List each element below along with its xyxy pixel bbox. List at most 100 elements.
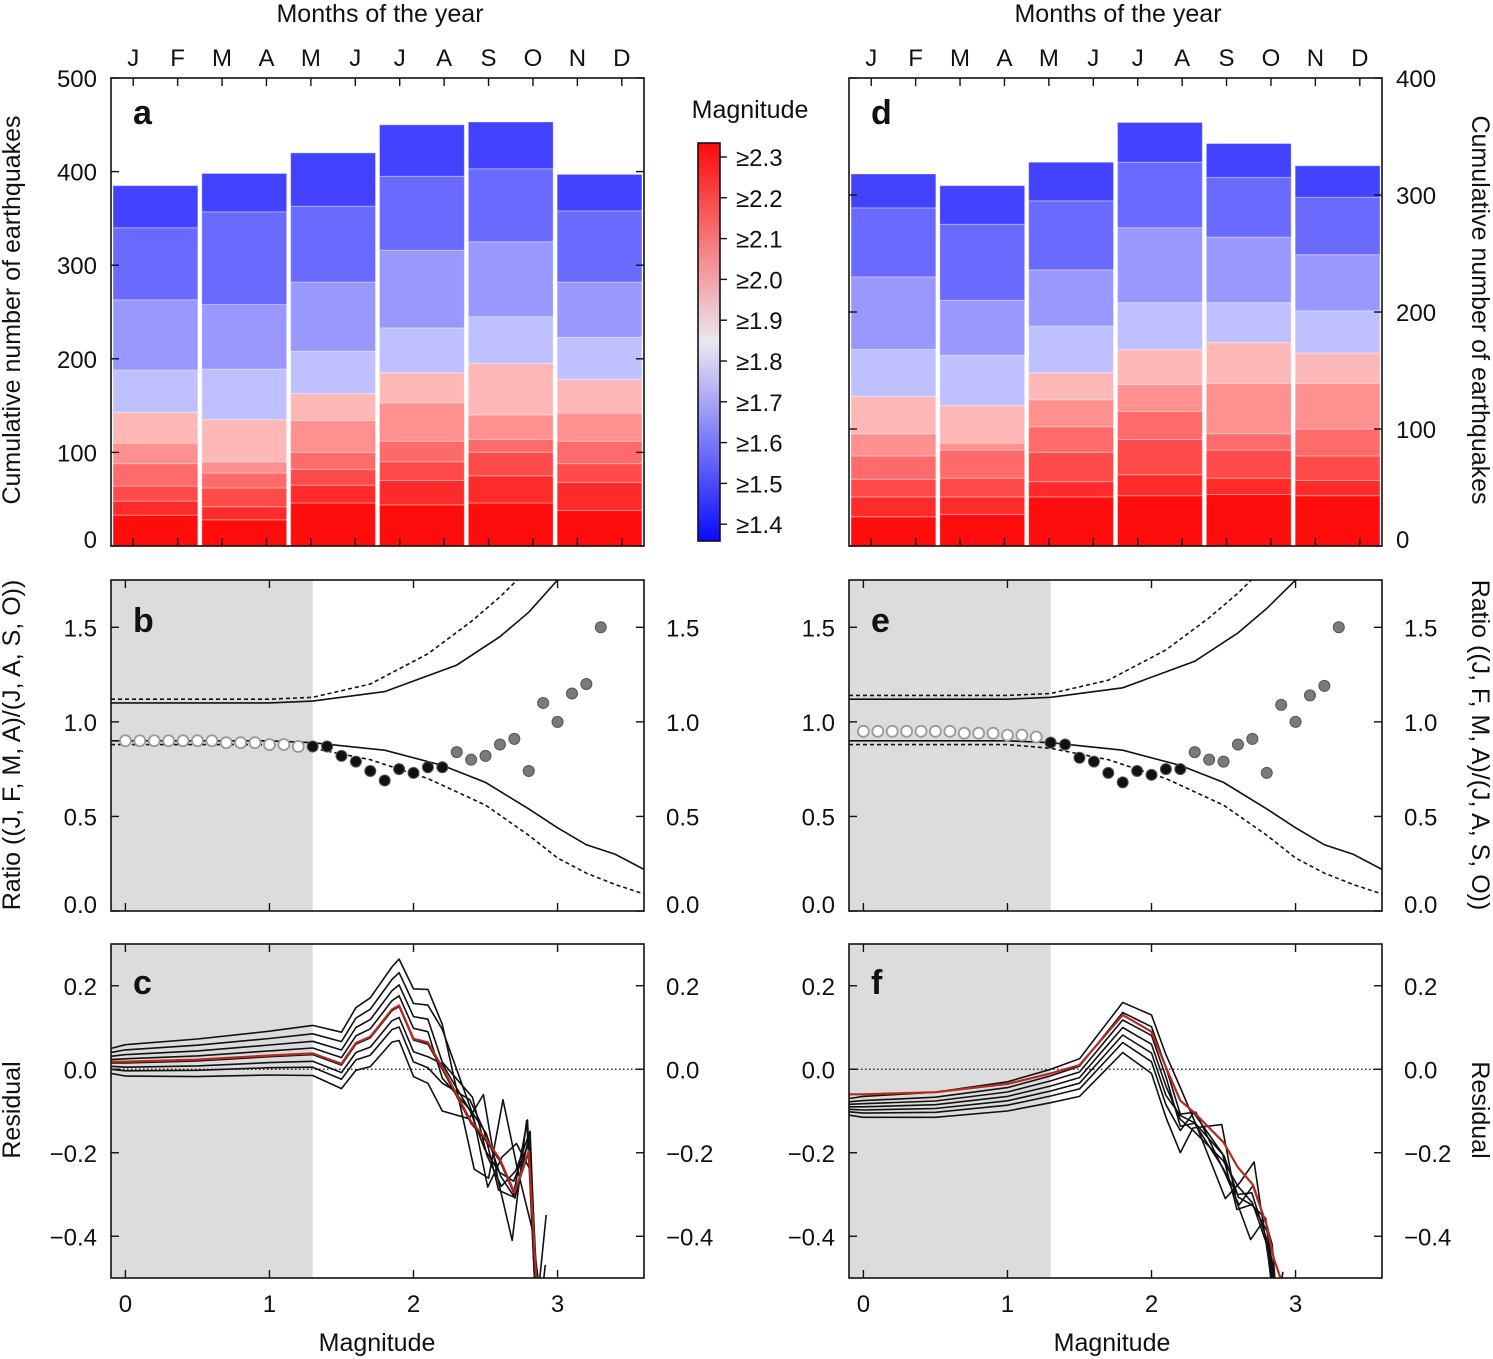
axes-frame xyxy=(110,579,645,912)
bar-segment xyxy=(201,172,288,213)
bar-segment xyxy=(467,316,554,364)
y-tick-label-right: 0.5 xyxy=(666,804,699,831)
point-gray xyxy=(1275,698,1288,711)
point-open xyxy=(1001,728,1014,742)
point-black xyxy=(436,761,449,774)
month-label: O xyxy=(524,45,543,72)
month-label: J xyxy=(127,45,139,72)
y-tick-label: 300 xyxy=(57,253,97,280)
bar-segment xyxy=(1028,372,1114,401)
bar-segment xyxy=(467,475,554,504)
bar-segment xyxy=(556,173,643,212)
point-black xyxy=(1174,763,1187,776)
bar-segment xyxy=(1205,236,1292,304)
point-open xyxy=(205,734,219,748)
point-black xyxy=(1145,768,1158,781)
y-tick-label-left: 0.0 xyxy=(64,892,97,919)
month-label: M xyxy=(301,45,321,72)
bar-segment xyxy=(290,350,376,394)
month-label: J xyxy=(394,45,406,72)
y-tick-label-right: 0.0 xyxy=(1404,892,1437,919)
bar-segment xyxy=(112,227,199,301)
bar-segment xyxy=(1117,302,1203,350)
point-black xyxy=(407,766,420,779)
confidence-curve-dashed xyxy=(111,580,519,701)
point-open xyxy=(857,724,870,738)
month-label: A xyxy=(436,45,452,72)
axes-frame xyxy=(110,943,645,1279)
bar-segment xyxy=(1117,161,1203,229)
bar-segment xyxy=(201,211,288,306)
point-open xyxy=(119,734,132,748)
point-gray xyxy=(1260,766,1273,779)
bar-segment xyxy=(201,419,288,463)
point-black xyxy=(1102,766,1115,779)
point-black xyxy=(393,763,406,776)
point-black xyxy=(349,755,362,768)
point-open xyxy=(219,736,233,750)
panel-c: 0 1 2 3 −0.4 −0.4 −0.2 −0.2 0.0 0.0 0.2 0.2 c xyxy=(50,943,713,1318)
y-tick-label-right: 0.0 xyxy=(666,892,699,919)
point-gray xyxy=(1203,753,1216,766)
residual-line xyxy=(111,958,547,1278)
y-tick-label-left: 1.5 xyxy=(64,615,97,642)
bar-segment xyxy=(850,207,937,278)
bar-segment xyxy=(1294,165,1381,198)
y-tick-label: 500 xyxy=(57,66,97,93)
point-open xyxy=(176,734,190,748)
residual-line xyxy=(111,971,547,1278)
residual-line-highlight xyxy=(849,1013,1282,1278)
bar-segment xyxy=(1028,325,1114,374)
panel-label: a xyxy=(133,94,153,132)
panel-f: 0 1 2 3 −0.4 −0.4 −0.2 −0.2 0.0 0.0 0.2 0.2 f xyxy=(788,943,1451,1318)
y-tick-label: 0 xyxy=(84,527,97,554)
bar-segment xyxy=(850,496,937,518)
panel-label: e xyxy=(871,602,890,640)
bar-segment xyxy=(939,449,1026,479)
colorbar-label: ≥1.6 xyxy=(736,431,783,458)
colorbar-labels: ≥2.3 ≥2.2 ≥2.1 ≥2.0 ≥1.9 ≥1.8 ≥1.7 ≥1.6 ≥1.5 ≥1.4 xyxy=(720,145,783,539)
month-label: A xyxy=(258,45,274,72)
point-black xyxy=(378,774,391,787)
xlabel-f: Magnitude xyxy=(1054,1329,1171,1357)
point-open xyxy=(1015,728,1029,742)
month-label: A xyxy=(1174,45,1190,72)
colorbar-label: ≥1.4 xyxy=(736,512,783,539)
point-open xyxy=(248,736,262,750)
panel-label: f xyxy=(871,964,883,1002)
bar-segment xyxy=(939,354,1026,407)
point-open xyxy=(957,726,971,740)
bar-segment xyxy=(467,502,554,547)
point-open xyxy=(943,724,957,738)
bar-segment xyxy=(1117,227,1203,304)
y-tick-label-left: 1.5 xyxy=(802,615,835,642)
top-xlabel-right: Months of the year xyxy=(1014,0,1221,28)
bar-segment xyxy=(379,440,465,463)
bar-segment xyxy=(1294,196,1381,256)
y-tick-label-left: 1.0 xyxy=(64,710,97,737)
panel-e: 0.0 0.0 0.5 0.5 1.0 1.0 1.5 1.5 e xyxy=(802,579,1437,919)
bar-segment xyxy=(1028,496,1114,547)
point-black xyxy=(421,761,434,774)
point-gray xyxy=(565,687,578,700)
point-gray xyxy=(1188,746,1201,759)
y-tick-label: 0 xyxy=(1396,527,1409,554)
colorbar-label: ≥1.9 xyxy=(736,308,783,335)
point-gray xyxy=(537,696,550,709)
y-tick-label-right: 0.0 xyxy=(1404,1057,1437,1084)
confidence-curve-solid xyxy=(111,580,559,704)
residual-line xyxy=(849,1019,1276,1278)
y-tick-label-right: 1.5 xyxy=(666,615,699,642)
point-gray xyxy=(493,738,506,751)
y-tick-label: 200 xyxy=(57,347,97,374)
colorbar-label: ≥1.8 xyxy=(736,349,783,376)
point-open xyxy=(191,734,204,748)
colorbar xyxy=(697,142,721,542)
y-tick-label: 400 xyxy=(1396,66,1436,93)
residual-line xyxy=(849,1041,1274,1278)
month-label: J xyxy=(865,45,877,72)
bar-segment xyxy=(556,481,643,511)
bar-segment xyxy=(1117,495,1203,547)
bar-segment xyxy=(1117,348,1203,386)
point-gray xyxy=(1217,755,1230,768)
